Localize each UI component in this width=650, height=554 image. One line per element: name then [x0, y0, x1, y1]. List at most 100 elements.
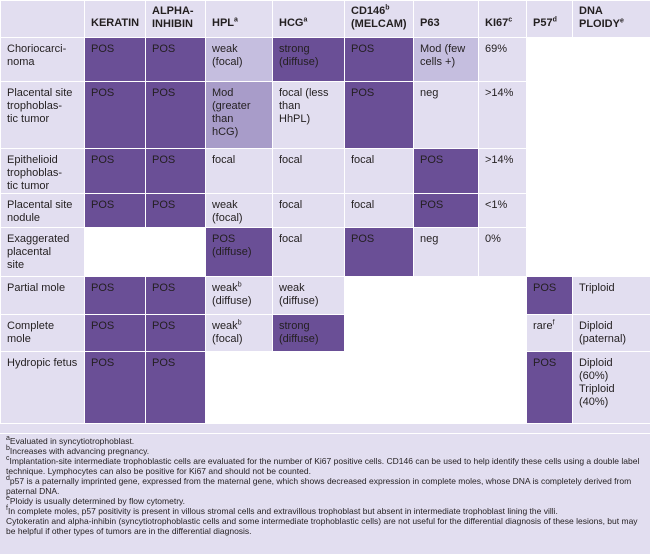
- cell-p63: [414, 315, 479, 352]
- cell-cd146: focal: [345, 194, 414, 228]
- footnote-f: fIn complete moles, p57 positivity is pr…: [6, 506, 644, 516]
- cell-alpha-inhibin: POS: [146, 38, 206, 82]
- cell-dna-ploidy: [573, 149, 650, 194]
- cell-keratin: POS: [85, 38, 146, 82]
- table-row: Placental site trophoblas- tic tumor POS…: [1, 82, 650, 149]
- col-header-hpl: HPLa: [206, 1, 273, 38]
- row-label: Exaggerated placental site: [1, 228, 85, 277]
- cell-alpha-inhibin: POS: [146, 194, 206, 228]
- cell-dna-ploidy: [573, 194, 650, 228]
- cell-p63: [414, 352, 479, 424]
- cell-keratin: POS: [85, 82, 146, 149]
- cell-p63: neg: [414, 228, 479, 277]
- cell-ki67: >14%: [479, 82, 527, 149]
- cell-ki67: 0%: [479, 228, 527, 277]
- cell-ki67: <1%: [479, 194, 527, 228]
- header-row: KERATIN ALPHA-INHIBIN HPLa HCGa CD146b(M…: [1, 1, 650, 38]
- corner-header: [1, 1, 85, 38]
- cell-cd146: [345, 315, 414, 352]
- table-row: Placental site nodule POS POS weak (foca…: [1, 194, 650, 228]
- cell-keratin: POS: [85, 315, 146, 352]
- cell-hpl: [206, 352, 273, 424]
- cell-keratin: POS: [85, 352, 146, 424]
- cell-dna-ploidy: [573, 38, 650, 82]
- cell-p63: Mod (few cells +): [414, 38, 479, 82]
- cell-alpha-inhibin: POS: [146, 352, 206, 424]
- col-header-ki67: KI67c: [479, 1, 527, 38]
- cell-ki67: [479, 277, 527, 315]
- row-label: Partial mole: [1, 277, 85, 315]
- cell-cd146: focal: [345, 149, 414, 194]
- cell-ki67: >14%: [479, 149, 527, 194]
- cell-p57: [527, 38, 573, 82]
- row-label: Choriocarci- noma: [1, 38, 85, 82]
- cell-alpha-inhibin: POS: [146, 315, 206, 352]
- cell-alpha-inhibin: [146, 228, 206, 277]
- cell-alpha-inhibin: POS: [146, 277, 206, 315]
- cell-hpl: weak (focal): [206, 38, 273, 82]
- cell-hpl: weakb (focal): [206, 315, 273, 352]
- cell-p57: POS: [527, 352, 573, 424]
- table-row: Hydropic fetus POS POS POS Diploid (60%)…: [1, 352, 650, 424]
- cell-hcg: strong (diffuse): [273, 38, 345, 82]
- cell-p57: [527, 194, 573, 228]
- table-row: Complete mole POS POS weakb (focal) stro…: [1, 315, 650, 352]
- row-label: Placental site trophoblas- tic tumor: [1, 82, 85, 149]
- cell-ki67: 69%: [479, 38, 527, 82]
- col-header-p57: P57d: [527, 1, 573, 38]
- cell-ki67: [479, 352, 527, 424]
- cell-p57: [527, 82, 573, 149]
- col-header-hcg: HCGa: [273, 1, 345, 38]
- table-row: Exaggerated placental site POS (diffuse)…: [1, 228, 650, 277]
- cell-keratin: POS: [85, 194, 146, 228]
- row-label: Placental site nodule: [1, 194, 85, 228]
- cell-hpl: POS (diffuse): [206, 228, 273, 277]
- cell-hcg: strong (diffuse): [273, 315, 345, 352]
- cell-hcg: weak (diffuse): [273, 277, 345, 315]
- col-header-keratin: KERATIN: [85, 1, 146, 38]
- cell-hcg: focal: [273, 149, 345, 194]
- cell-cd146: POS: [345, 38, 414, 82]
- cell-hpl: weakb (diffuse): [206, 277, 273, 315]
- footnote-d: dp57 is a paternally imprinted gene, exp…: [6, 476, 644, 496]
- cell-dna-ploidy: [573, 228, 650, 277]
- row-label: Complete mole: [1, 315, 85, 352]
- cell-dna-ploidy: Triploid: [573, 277, 650, 315]
- col-header-alpha-inhibin: ALPHA-INHIBIN: [146, 1, 206, 38]
- cell-p57: [527, 228, 573, 277]
- cell-p63: POS: [414, 194, 479, 228]
- cell-cd146: [345, 277, 414, 315]
- cell-p63: POS: [414, 149, 479, 194]
- cell-p57: [527, 149, 573, 194]
- row-label: Hydropic fetus: [1, 352, 85, 424]
- cell-cd146: [345, 352, 414, 424]
- cell-dna-ploidy: Diploid (60%) Triploid (40%): [573, 352, 650, 424]
- cell-hcg: focal: [273, 228, 345, 277]
- cell-hcg: focal (less than HhPL): [273, 82, 345, 149]
- col-header-dna-ploidy: DNA PLOIDYe: [573, 1, 650, 38]
- cell-p63: [414, 277, 479, 315]
- cell-cd146: POS: [345, 82, 414, 149]
- cell-p57: POS: [527, 277, 573, 315]
- table-row: Epithelioid trophoblas- tic tumor POS PO…: [1, 149, 650, 194]
- cell-keratin: POS: [85, 149, 146, 194]
- col-header-p63: P63: [414, 1, 479, 38]
- cell-hcg: focal: [273, 194, 345, 228]
- cell-dna-ploidy: [573, 82, 650, 149]
- cell-cd146: POS: [345, 228, 414, 277]
- cell-ki67: [479, 315, 527, 352]
- col-header-cd146: CD146b(MELCAM): [345, 1, 414, 38]
- footnotes: aEvaluated in syncytiotrophoblast. bIncr…: [0, 433, 650, 554]
- cell-p63: neg: [414, 82, 479, 149]
- table-row: Partial mole POS POS weakb (diffuse) wea…: [1, 277, 650, 315]
- footnote-general: Cytokeratin and alpha-inhibin (syncytiot…: [6, 516, 644, 536]
- footnote-c: cImplantation-site intermediate trophobl…: [6, 456, 644, 476]
- cell-hcg: [273, 352, 345, 424]
- cell-hpl: focal: [206, 149, 273, 194]
- cell-alpha-inhibin: POS: [146, 82, 206, 149]
- footnote-e: ePloidy is usually determined by flow cy…: [6, 496, 644, 506]
- cell-dna-ploidy: Diploid (paternal): [573, 315, 650, 352]
- ihc-marker-table: KERATIN ALPHA-INHIBIN HPLa HCGa CD146b(M…: [0, 0, 650, 424]
- table-row: Choriocarci- noma POS POS weak (focal) s…: [1, 38, 650, 82]
